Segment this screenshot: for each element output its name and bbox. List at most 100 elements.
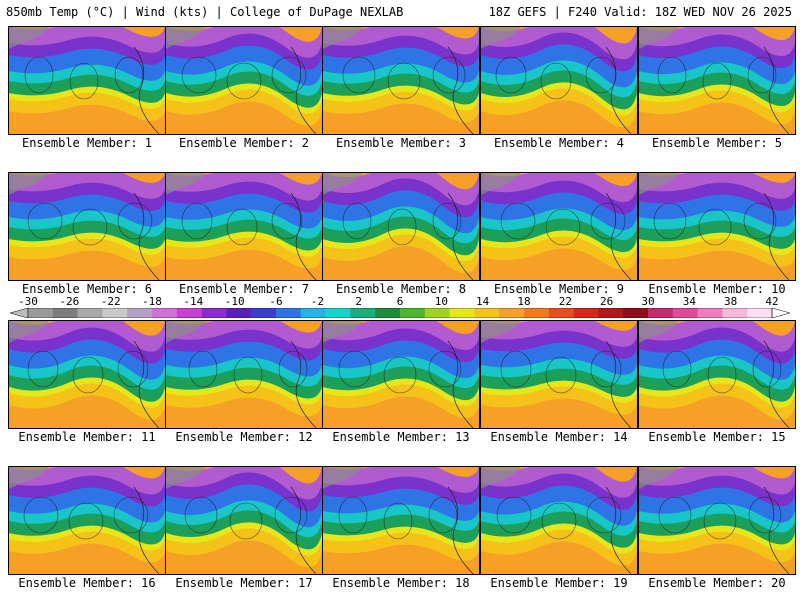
colorbar-swatch	[474, 308, 500, 318]
ensemble-map-image	[322, 26, 480, 135]
ensemble-member-label: Ensemble Member: 16	[18, 576, 156, 590]
colorbar-swatch	[449, 308, 475, 318]
colorbar-swatch	[747, 308, 773, 318]
ensemble-member-label: Ensemble Member: 14	[490, 430, 628, 444]
ensemble-map-image	[165, 172, 323, 281]
colorbar-tick-label: 34	[682, 295, 696, 308]
ensemble-member-label: Ensemble Member: 8	[335, 282, 467, 296]
ensemble-member-panel: Ensemble Member: 14	[480, 320, 638, 444]
colorbar-swatch	[152, 308, 178, 318]
ensemble-member-label: Ensemble Member: 7	[178, 282, 310, 296]
colorbar-swatch	[598, 308, 624, 318]
ensemble-member-label: Ensemble Member: 12	[175, 430, 313, 444]
ensemble-member-panel: Ensemble Member: 10	[638, 172, 796, 296]
ensemble-map-image	[322, 172, 480, 281]
colorbar-swatch	[350, 308, 376, 318]
ensemble-member-label: Ensemble Member: 5	[651, 136, 783, 150]
colorbar-swatch	[672, 308, 699, 318]
ensemble-map-image	[8, 466, 166, 575]
colorbar-swatch	[524, 308, 550, 318]
ensemble-member-panel: Ensemble Member: 12	[165, 320, 323, 444]
ensemble-member-label: Ensemble Member: 1	[21, 136, 153, 150]
colorbar-left-arrow	[10, 308, 29, 318]
colorbar-swatch	[52, 308, 79, 318]
colorbar-tick-label: -6	[269, 295, 283, 308]
colorbar-swatch	[722, 308, 748, 318]
ensemble-map-image	[638, 320, 796, 429]
ensemble-map-image	[8, 26, 166, 135]
ensemble-member-panel: Ensemble Member: 20	[638, 466, 796, 590]
colorbar-tick-label: 30	[641, 295, 655, 308]
ensemble-map-image	[638, 466, 796, 575]
ensemble-member-panel: Ensemble Member: 9	[480, 172, 638, 296]
ensemble-member-panel: Ensemble Member: 8	[322, 172, 480, 296]
colorbar-tick-label: 26	[600, 295, 614, 308]
colorbar-swatch	[400, 308, 426, 318]
colorbar-tick-label: 6	[396, 295, 404, 308]
colorbar-swatch	[102, 308, 128, 318]
colorbar-swatch	[176, 308, 203, 318]
ensemble-member-panel: Ensemble Member: 2	[165, 26, 323, 150]
ensemble-map-image	[322, 320, 480, 429]
colorbar-swatch	[499, 308, 525, 318]
colorbar-swatch	[325, 308, 351, 318]
ensemble-map-image	[165, 466, 323, 575]
colorbar-swatch	[77, 308, 103, 318]
colorbar-tick-label: 10	[434, 295, 448, 308]
ensemble-member-panel: Ensemble Member: 18	[322, 466, 480, 590]
colorbar-tick-label: -2	[310, 295, 324, 308]
header-title-left: 850mb Temp (°C) | Wind (kts) | College o…	[6, 5, 404, 19]
colorbar-swatch	[127, 308, 153, 318]
colorbar-swatch	[424, 308, 451, 318]
ensemble-member-panel: Ensemble Member: 5	[638, 26, 796, 150]
colorbar-tick-label: 42	[765, 295, 779, 308]
ensemble-map-image	[638, 26, 796, 135]
ensemble-member-panel: Ensemble Member: 4	[480, 26, 638, 150]
colorbar-right-arrow	[771, 308, 790, 318]
colorbar-tick-label: 18	[517, 295, 531, 308]
ensemble-member-panel: Ensemble Member: 13	[322, 320, 480, 444]
colorbar-swatch	[697, 308, 723, 318]
colorbar-swatch	[573, 308, 599, 318]
colorbar-swatch	[251, 308, 277, 318]
ensemble-map-image	[480, 26, 638, 135]
colorbar-swatch	[623, 308, 649, 318]
colorbar-tick-label: -26	[59, 295, 80, 308]
ensemble-member-panel: Ensemble Member: 11	[8, 320, 166, 444]
colorbar-tick-label: -14	[183, 295, 204, 308]
ensemble-member-panel: Ensemble Member: 19	[480, 466, 638, 590]
ensemble-member-panel: Ensemble Member: 16	[8, 466, 166, 590]
colorbar: -30 -26 -22 -18 -14 -10 -6 -2 2 6 10 14 18 22 26 30 34 38…	[10, 296, 790, 318]
ensemble-member-label: Ensemble Member: 20	[648, 576, 786, 590]
ensemble-map-image	[322, 466, 480, 575]
ensemble-member-panel: Ensemble Member: 7	[165, 172, 323, 296]
ensemble-map-image	[480, 172, 638, 281]
colorbar-swatch	[300, 308, 327, 318]
colorbar-swatch	[201, 308, 227, 318]
ensemble-member-label: Ensemble Member: 4	[493, 136, 625, 150]
ensemble-map-image	[8, 172, 166, 281]
colorbar-tick-label: -18	[142, 295, 162, 308]
ensemble-member-panel: Ensemble Member: 17	[165, 466, 323, 590]
ensemble-map-image	[8, 320, 166, 429]
colorbar-tick-label: 14	[476, 295, 490, 308]
ensemble-member-label: Ensemble Member: 17	[175, 576, 313, 590]
colorbar-tick-label: 38	[724, 295, 738, 308]
ensemble-member-label: Ensemble Member: 19	[490, 576, 628, 590]
ensemble-map-image	[480, 466, 638, 575]
colorbar-tick-label: 22	[558, 295, 572, 308]
colorbar-ticks: -30 -26 -22 -18 -14 -10 -6 -2 2 6 10 14 18 22 26 30 34 38…	[10, 296, 790, 308]
colorbar-swatch	[548, 308, 575, 318]
ensemble-member-panel: Ensemble Member: 3	[322, 26, 480, 150]
ensemble-member-label: Ensemble Member: 13	[332, 430, 470, 444]
colorbar-swatch	[226, 308, 252, 318]
ensemble-map-image	[165, 320, 323, 429]
colorbar-swatch	[375, 308, 401, 318]
ensemble-member-label: Ensemble Member: 9	[493, 282, 625, 296]
header-title-right: 18Z GEFS | F240 Valid: 18Z WED NOV 26 20…	[488, 5, 792, 19]
ensemble-member-label: Ensemble Member: 6	[21, 282, 153, 296]
colorbar-tick-label: -10	[224, 295, 245, 308]
ensemble-map-image	[480, 320, 638, 429]
header: 850mb Temp (°C) | Wind (kts) | College o…	[0, 0, 800, 24]
